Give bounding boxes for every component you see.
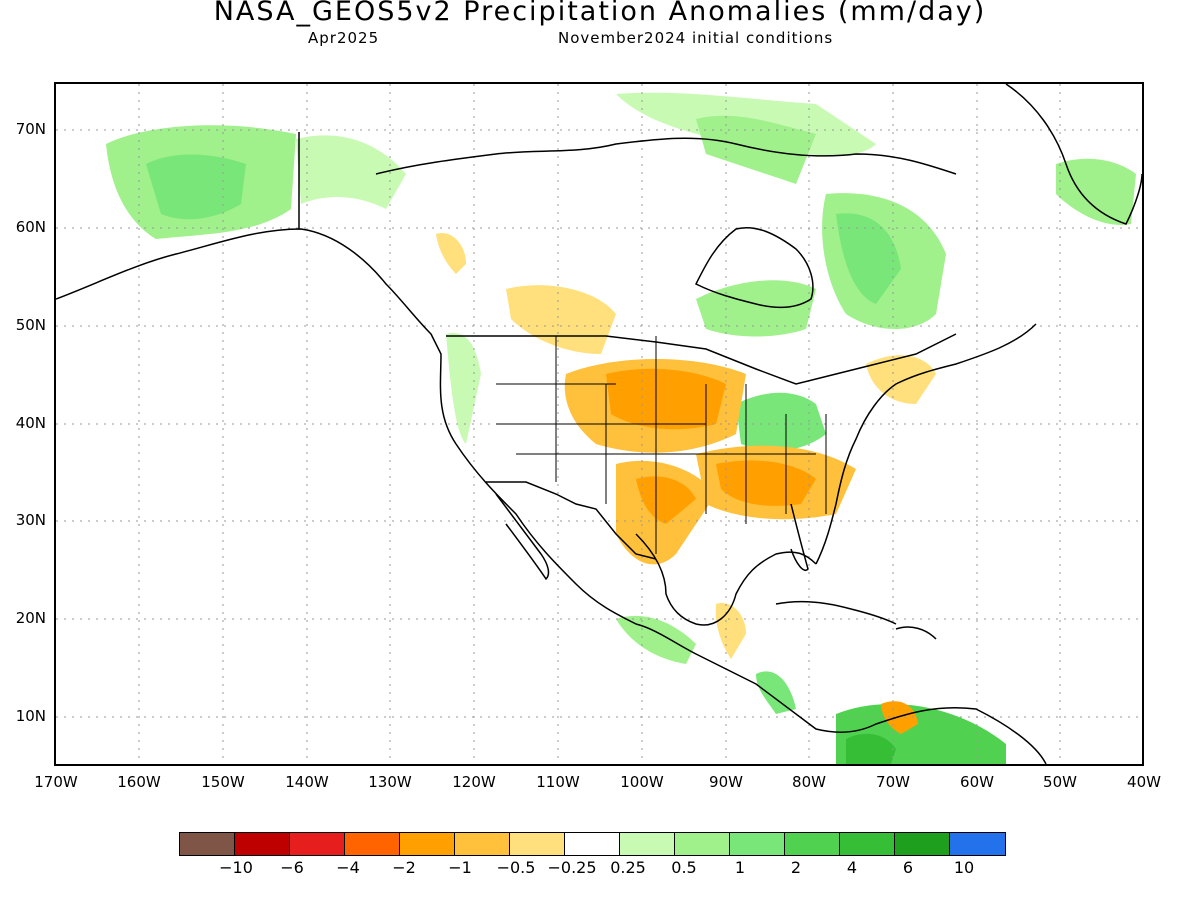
border-states <box>496 336 827 554</box>
anomaly-yukon <box>296 135 406 209</box>
lat-label: 40N <box>15 414 46 432</box>
colorbar-label: 10 <box>953 858 975 877</box>
anomaly-prairies <box>506 285 616 354</box>
colorbar-label: −0.25 <box>547 858 597 877</box>
lat-label: 60N <box>15 218 46 236</box>
lon-label: 70W <box>876 773 910 791</box>
init-conditions-label: November2024 initial conditions <box>558 29 834 47</box>
colorbar-label: 1 <box>734 858 746 877</box>
lat-label: 50N <box>15 316 46 334</box>
colorbar-label: −1 <box>448 858 472 877</box>
lon-label: 130W <box>368 773 412 791</box>
colorbar-label: 6 <box>902 858 914 877</box>
colorbar-swatch <box>455 833 510 855</box>
anomaly-bc-dry <box>436 233 466 274</box>
colorbar-label: −2 <box>392 858 416 877</box>
anomaly-fields <box>106 92 1136 764</box>
colorbar-label: −6 <box>280 858 304 877</box>
colorbar-swatch <box>180 833 235 855</box>
anomaly-alaska-inner <box>146 154 246 220</box>
anomaly-greenland <box>1056 158 1136 225</box>
lon-label: 120W <box>452 773 496 791</box>
lat-label: 10N <box>15 707 46 725</box>
map-canvas <box>56 84 1142 764</box>
lon-label: 170W <box>34 773 78 791</box>
anomaly-venezuela <box>881 701 918 734</box>
anomaly-pacific-nw <box>446 333 481 444</box>
anomaly-central-america <box>616 615 696 664</box>
lon-label: 50W <box>1043 773 1077 791</box>
coast-hudson <box>694 227 814 309</box>
colorbar-swatch <box>235 833 290 855</box>
coast-hispaniola <box>895 626 937 640</box>
lon-label: 80W <box>792 773 826 791</box>
lat-label: 70N <box>15 120 46 138</box>
colorbar-swatch <box>400 833 455 855</box>
lon-label: 150W <box>201 773 245 791</box>
anomaly-panama <box>756 671 796 714</box>
border-us-mexico <box>486 481 657 560</box>
anomaly-yucatan <box>715 603 746 659</box>
coast-east <box>815 323 1037 565</box>
colorbar-swatch <box>785 833 840 855</box>
colorbar-label: −4 <box>336 858 360 877</box>
anomaly-northeast <box>866 355 936 404</box>
anomaly-south-america-inner <box>846 733 896 764</box>
lon-label: 100W <box>620 773 664 791</box>
colorbar-swatch <box>345 833 400 855</box>
colorbar-label: 0.5 <box>671 858 697 877</box>
coast-north-america <box>56 228 1047 764</box>
border-canada-us <box>446 333 957 385</box>
colorbar-swatch <box>290 833 345 855</box>
lat-label: 30N <box>15 511 46 529</box>
gridlines <box>56 84 1142 764</box>
lon-label: 40W <box>1127 773 1161 791</box>
anomaly-ohio-valley <box>736 392 826 451</box>
coast-cuba <box>775 600 897 625</box>
colorbar-swatch <box>895 833 950 855</box>
lon-label: 60W <box>960 773 994 791</box>
coast-baja <box>495 493 550 581</box>
colorbar <box>179 832 1006 856</box>
colorbar-label: −10 <box>219 858 253 877</box>
colorbar-swatch <box>950 833 1005 855</box>
colorbar-label: 0.25 <box>610 858 646 877</box>
anomaly-plains-core <box>606 368 726 430</box>
map-panel <box>54 82 1144 766</box>
lon-label: 90W <box>709 773 743 791</box>
coast-arctic <box>375 137 957 175</box>
lon-label: 140W <box>285 773 329 791</box>
coast-florida <box>790 503 809 571</box>
lon-label: 160W <box>117 773 161 791</box>
colorbar-label: 2 <box>790 858 802 877</box>
colorbar-swatch <box>510 833 565 855</box>
coast-gulf <box>635 533 817 626</box>
colorbar-swatch <box>620 833 675 855</box>
colorbar-swatch <box>840 833 895 855</box>
colorbar-swatch <box>730 833 785 855</box>
valid-month-label: Apr2025 <box>308 29 380 47</box>
colorbar-swatch <box>565 833 620 855</box>
colorbar-label: 4 <box>846 858 858 877</box>
coastlines <box>56 84 1142 764</box>
anomaly-quebec-inner <box>836 213 901 304</box>
colorbar-swatch <box>675 833 730 855</box>
colorbar-label: −0.5 <box>496 858 536 877</box>
coast-greenland <box>1005 84 1142 225</box>
anomaly-ontario <box>696 280 816 337</box>
anomaly-texas-core <box>636 476 696 524</box>
map-title: NASA_GEOS5v2 Precipitation Anomalies (mm… <box>213 0 987 27</box>
lon-label: 110W <box>536 773 580 791</box>
lat-label: 20N <box>15 609 46 627</box>
anomaly-southeast-core <box>716 460 816 506</box>
